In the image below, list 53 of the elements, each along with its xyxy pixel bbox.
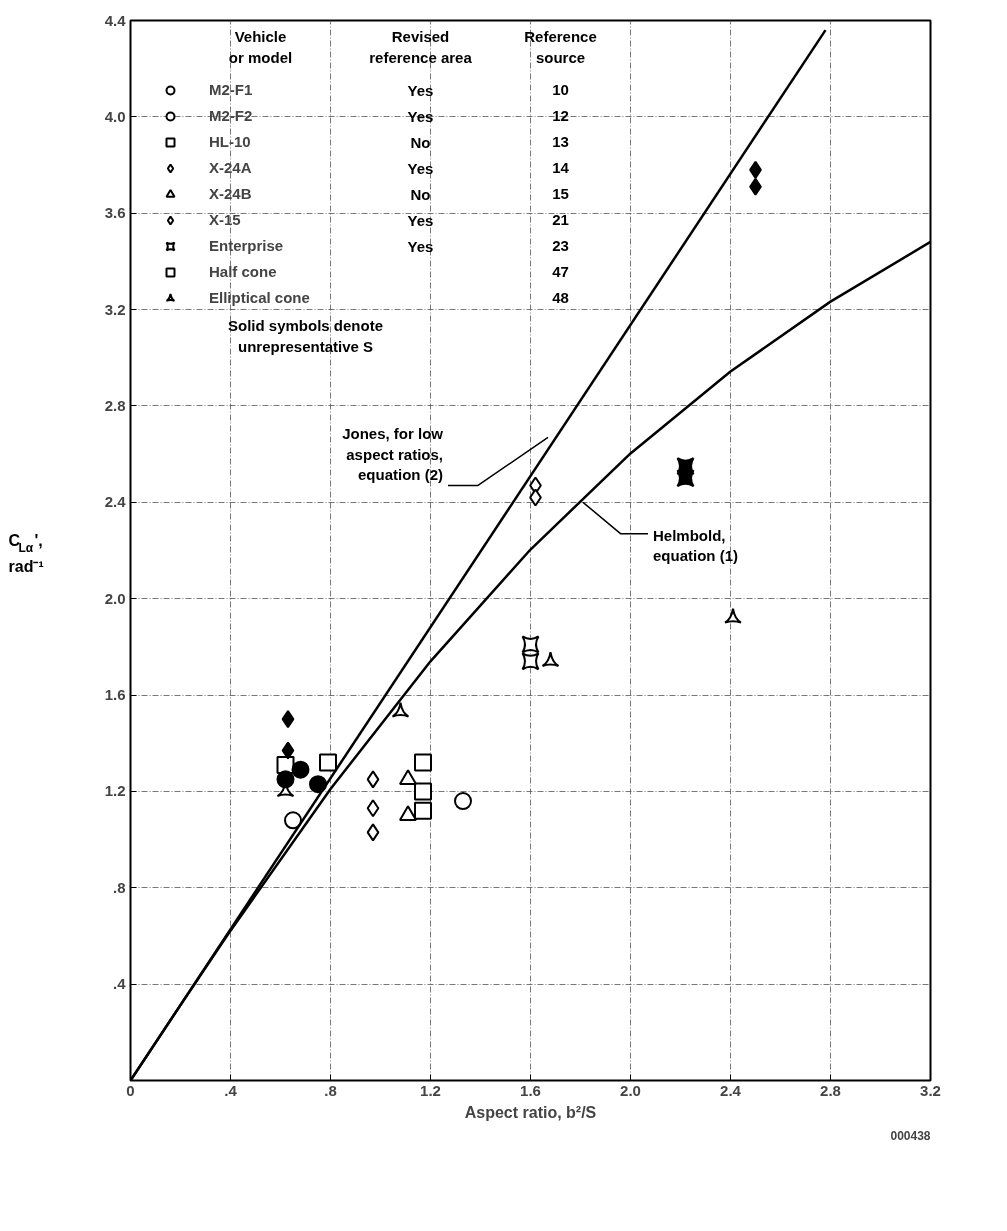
annotation: Yes bbox=[407, 81, 434, 99]
y-tick-label: .4 bbox=[112, 975, 127, 993]
legend-label: X-15 bbox=[209, 210, 241, 231]
legend-label: Enterprise bbox=[209, 236, 284, 257]
legend-label: X-24A bbox=[209, 158, 252, 179]
x-tick-label: 2.0 bbox=[620, 1081, 641, 1099]
x-tick-label: 2.4 bbox=[720, 1081, 742, 1099]
annotation: 47 bbox=[552, 263, 569, 281]
annotation: Yes bbox=[407, 107, 434, 125]
annotation: No bbox=[410, 133, 431, 151]
legend-label: Half cone bbox=[209, 262, 277, 283]
annotation: Yes bbox=[407, 237, 434, 255]
annotation: 23 bbox=[552, 237, 569, 255]
legend-label: Elliptical cone bbox=[209, 288, 310, 309]
annotation: 21 bbox=[552, 211, 569, 229]
annotation: Helmbold, equation (1) bbox=[653, 526, 738, 565]
x-tick-label: 3.2 bbox=[920, 1081, 941, 1099]
x-tick-label: 2.8 bbox=[820, 1081, 841, 1099]
annotation: Yes bbox=[407, 159, 434, 177]
x-tick-label: 1.6 bbox=[520, 1081, 541, 1099]
annotation: 12 bbox=[552, 107, 569, 125]
legend-label: M2-F1 bbox=[209, 80, 253, 101]
annotation: 13 bbox=[552, 133, 569, 151]
annotation: 14 bbox=[552, 159, 570, 177]
y-tick-label: 2.8 bbox=[104, 396, 126, 414]
y-tick-label: .8 bbox=[112, 878, 126, 896]
x-axis-title: Aspect ratio, b²/S bbox=[464, 1103, 597, 1121]
y-tick-label: 3.2 bbox=[104, 300, 126, 318]
y-tick-label: 1.6 bbox=[104, 686, 126, 704]
x-tick-label: 1.2 bbox=[420, 1081, 441, 1099]
annotation: No bbox=[410, 185, 431, 203]
annotation: 48 bbox=[552, 289, 569, 307]
annotation: Revised reference area bbox=[369, 28, 473, 66]
text: 000438 bbox=[890, 1128, 931, 1143]
x-tick-label: .8 bbox=[324, 1081, 337, 1099]
legend-title: Vehicle or model bbox=[228, 28, 293, 66]
annotation: Reference source bbox=[524, 28, 597, 66]
x-tick-label: .4 bbox=[224, 1081, 238, 1099]
legend-label: HL-10 bbox=[209, 132, 251, 153]
x-tick-label: 0 bbox=[126, 1081, 135, 1099]
y-tick-label: 4.4 bbox=[104, 11, 127, 29]
y-tick-label: 2.4 bbox=[104, 493, 127, 511]
legend-label: X-24B bbox=[209, 184, 252, 205]
y-tick-label: 1.2 bbox=[104, 782, 126, 800]
annotation: Solid symbols denote unrepresentative S bbox=[227, 317, 384, 355]
annotation: 15 bbox=[552, 185, 569, 203]
annotation: 10 bbox=[552, 81, 569, 99]
y-tick-label: 4.0 bbox=[104, 107, 126, 125]
y-tick-label: 3.6 bbox=[104, 204, 126, 222]
annotation: Yes bbox=[407, 211, 434, 229]
y-tick-label: 2.0 bbox=[104, 589, 126, 607]
annotation: Jones, for low aspect ratios, equation (2) bbox=[342, 425, 444, 484]
legend-label: M2-F2 bbox=[209, 106, 253, 127]
